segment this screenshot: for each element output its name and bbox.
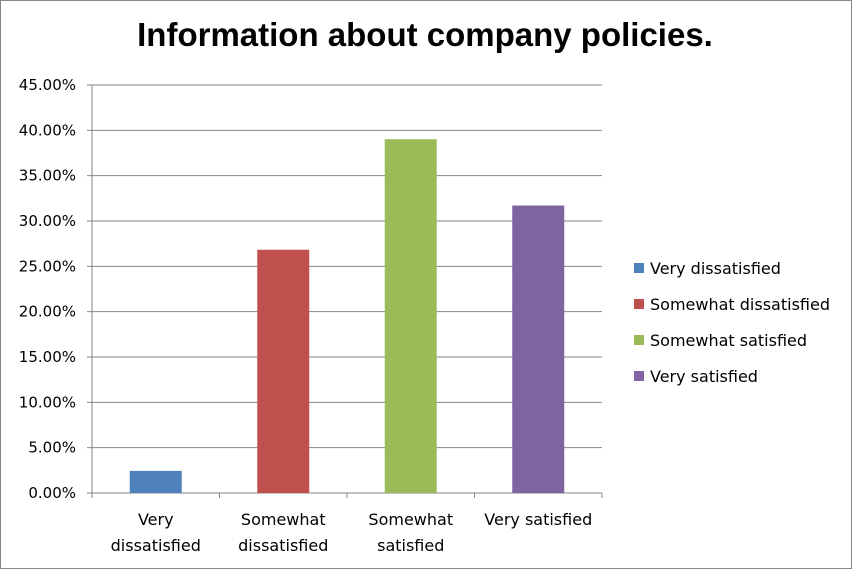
legend-label: Very dissatisfied <box>650 258 781 278</box>
x-tick-label: Somewhat <box>241 510 326 529</box>
legend-item: Very dissatisfied <box>634 250 830 286</box>
legend-item: Somewhat dissatisfied <box>634 286 830 322</box>
y-tick-label: 30.00% <box>19 212 76 230</box>
bar-1 <box>129 470 182 493</box>
y-tick-label: 35.00% <box>19 167 76 185</box>
legend-swatch <box>634 371 644 381</box>
legend-label: Very satisfied <box>650 366 758 386</box>
legend-item: Somewhat satisfied <box>634 322 830 358</box>
y-tick-label: 0.00% <box>28 484 76 502</box>
legend-label: Somewhat satisfied <box>650 330 808 350</box>
bar-3 <box>384 139 437 493</box>
y-tick-label: 10.00% <box>19 393 76 411</box>
legend-swatch <box>634 263 644 273</box>
legend-swatch <box>634 335 644 345</box>
x-tick-label: Somewhat <box>368 510 453 529</box>
y-tick-label: 45.00% <box>19 76 76 94</box>
bar-4 <box>512 205 565 493</box>
y-tick-label: 15.00% <box>19 348 76 366</box>
legend-item: Very satisfied <box>634 358 830 394</box>
x-tick-label: dissatisfied <box>111 536 201 555</box>
y-tick-label: 20.00% <box>19 303 76 321</box>
x-tick-label: satisfied <box>377 536 444 555</box>
y-tick-label: 40.00% <box>19 121 76 139</box>
legend-label: Somewhat dissatisfied <box>650 294 830 314</box>
y-tick-label: 5.00% <box>28 439 76 457</box>
chart-title: Information about company policies. <box>137 16 713 53</box>
y-tick-label: 25.00% <box>19 257 76 275</box>
legend-swatch <box>634 299 644 309</box>
chart-legend: Very dissatisfied Somewhat dissatisfied So… <box>634 250 830 394</box>
x-tick-label: Very <box>138 510 174 529</box>
bar-2 <box>257 249 310 493</box>
x-tick-label: dissatisfied <box>238 536 328 555</box>
x-tick-label: Very satisfied <box>484 510 592 529</box>
